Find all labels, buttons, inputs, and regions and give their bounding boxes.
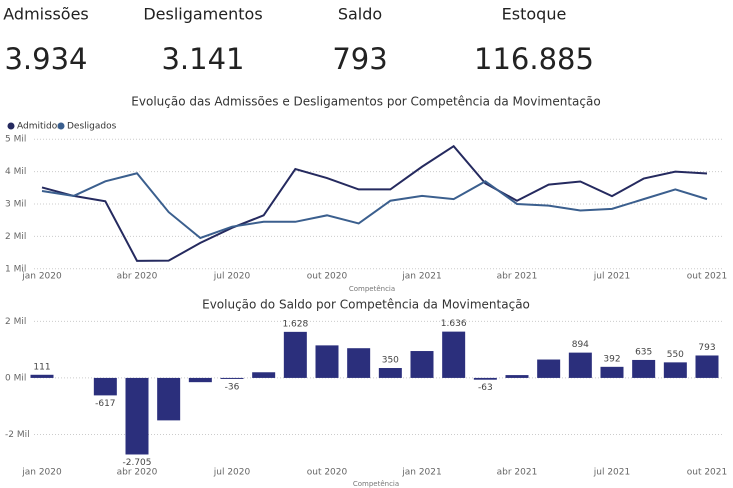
legend-label: Desligados <box>67 122 117 132</box>
bar <box>568 352 592 378</box>
data-label: -36 <box>225 382 240 392</box>
bar <box>252 372 276 378</box>
kpi-label: Estoque <box>502 5 567 24</box>
data-label: -2.705 <box>122 458 151 468</box>
bar <box>157 377 181 421</box>
bar <box>188 377 212 383</box>
x-tick-label: jul 2021 <box>593 468 630 478</box>
data-label: -63 <box>478 383 493 393</box>
x-tick-label: out 2020 <box>307 272 348 282</box>
kpi-label: Desligamentos <box>143 5 262 24</box>
bar <box>505 375 529 378</box>
bar <box>315 345 339 378</box>
x-tick-label: jul 2020 <box>213 272 251 282</box>
data-label: 894 <box>572 340 589 350</box>
x-tick-label: abr 2020 <box>117 468 158 478</box>
chart-title: Evolução das Admissões e Desligamentos p… <box>131 95 600 109</box>
data-label: 392 <box>603 354 620 364</box>
bar <box>537 359 561 378</box>
data-label: 350 <box>382 356 399 366</box>
bar <box>632 359 656 378</box>
bar <box>600 366 624 378</box>
data-label: 1.636 <box>441 319 467 329</box>
x-tick-label: jul 2021 <box>593 272 630 282</box>
line-series <box>41 172 708 240</box>
bar <box>442 331 466 378</box>
data-label: -617 <box>95 399 115 409</box>
line-series <box>41 144 708 262</box>
x-tick-label: out 2021 <box>687 468 728 478</box>
y-tick-label: 2 Mil <box>5 232 26 242</box>
kpi-value: 3.934 <box>4 42 87 76</box>
data-label: 1.628 <box>282 319 308 329</box>
x-tick-label: out 2021 <box>687 272 728 282</box>
x-tick-label: jan 2021 <box>401 272 442 282</box>
x-tick-label: jan 2021 <box>401 468 442 478</box>
kpi-label: Admissões <box>3 5 89 24</box>
bar <box>473 377 497 380</box>
chart-title: Evolução do Saldo por Competência da Mov… <box>202 298 530 312</box>
kpi-value: 116.885 <box>474 42 594 76</box>
legend-marker <box>57 122 65 130</box>
bar <box>378 368 402 378</box>
y-tick-label: -2 Mil <box>5 430 30 440</box>
y-tick-label: 4 Mil <box>5 167 26 177</box>
bar <box>283 331 307 378</box>
x-axis-title: Competência <box>353 480 399 488</box>
x-tick-label: abr 2021 <box>497 468 538 478</box>
x-tick-label: out 2020 <box>307 468 348 478</box>
x-axis-title: Competência <box>349 285 395 293</box>
bar <box>695 355 719 378</box>
y-tick-label: 2 Mil <box>5 317 26 327</box>
x-tick-label: abr 2020 <box>117 272 158 282</box>
data-label: 793 <box>698 343 715 353</box>
legend-marker <box>7 122 15 130</box>
data-label: 550 <box>667 350 684 360</box>
y-tick-label: 1 Mil <box>5 264 26 274</box>
bar <box>220 377 244 379</box>
y-tick-label: 3 Mil <box>5 200 26 210</box>
x-tick-label: jan 2020 <box>21 468 62 478</box>
bar <box>347 348 371 378</box>
kpi-value: 3.141 <box>161 42 244 76</box>
x-tick-label: jan 2020 <box>21 272 62 282</box>
kpi-value: 793 <box>332 42 387 76</box>
bar <box>30 374 54 378</box>
y-tick-label: 5 Mil <box>5 135 26 145</box>
legend-label: Admitidos <box>17 122 62 132</box>
y-tick-label: 0 Mil <box>5 373 26 383</box>
bar <box>663 362 687 378</box>
kpi-label: Saldo <box>338 5 382 24</box>
x-tick-label: abr 2021 <box>497 272 538 282</box>
x-tick-label: jul 2020 <box>213 468 251 478</box>
bar <box>93 377 117 396</box>
bar <box>125 377 149 455</box>
bar <box>410 351 434 378</box>
data-label: 111 <box>33 362 50 372</box>
data-label: 635 <box>635 347 652 357</box>
